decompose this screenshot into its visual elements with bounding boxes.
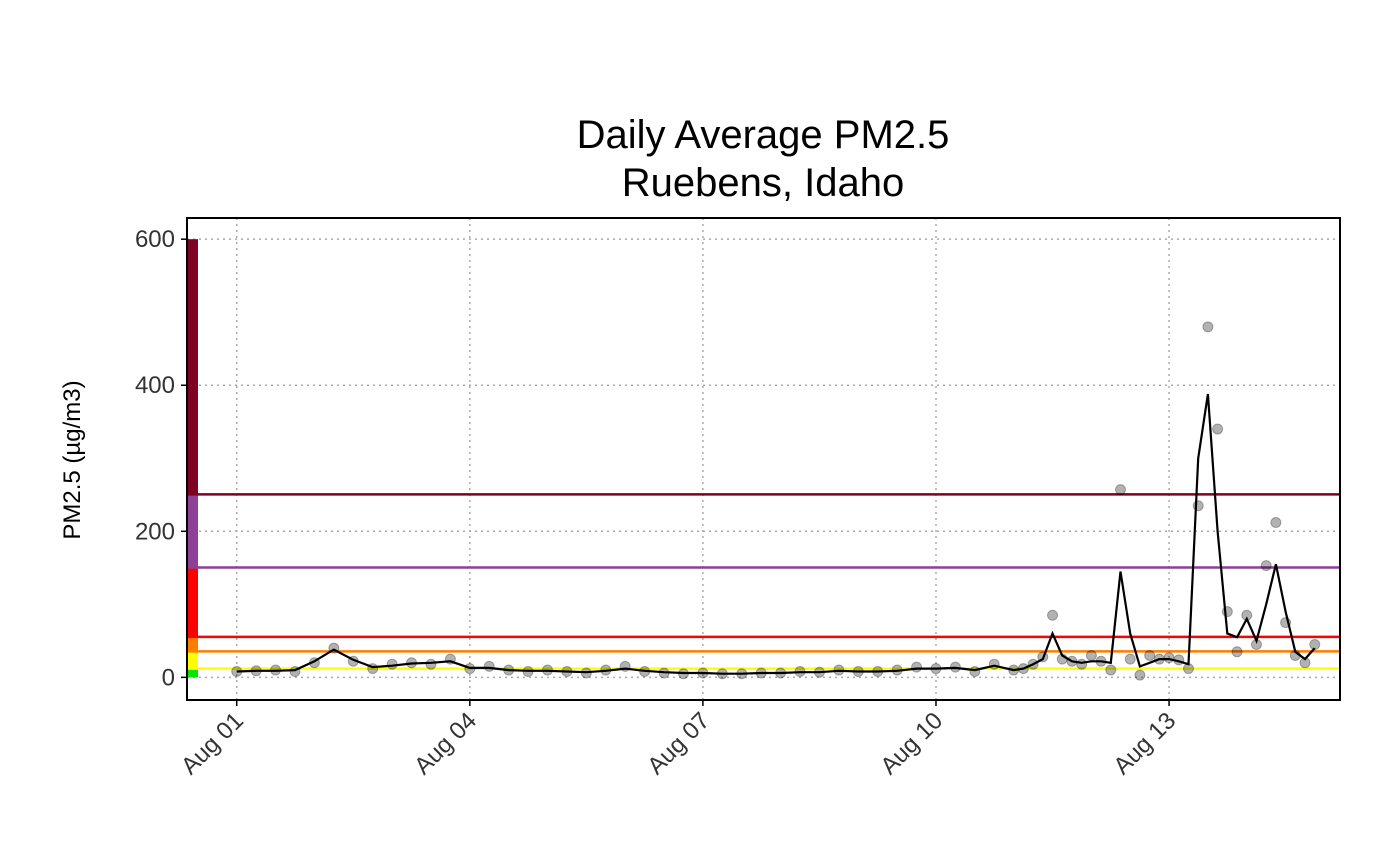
aqi-band	[187, 239, 198, 495]
data-point	[1144, 649, 1156, 661]
data-point	[1076, 658, 1088, 670]
data-point	[1134, 669, 1146, 681]
data-point	[1047, 609, 1059, 621]
data-point	[1231, 646, 1243, 658]
data-point	[1212, 423, 1224, 435]
data-point	[969, 666, 981, 678]
data-point	[1105, 664, 1117, 676]
data-point	[1124, 653, 1136, 665]
data-point	[1085, 649, 1097, 661]
aqi-band	[187, 651, 198, 669]
aqi-band	[187, 668, 198, 678]
y-tick-label: 0	[162, 664, 175, 691]
y-tick-label: 200	[135, 518, 175, 545]
trend-line	[236, 393, 1316, 675]
x-tick-label: Aug 10	[875, 707, 948, 780]
chart-title: Daily Average PM2.5	[577, 113, 950, 157]
chart-subtitle: Ruebens, Idaho	[622, 161, 904, 205]
data-point	[1202, 321, 1214, 333]
data-point	[1115, 484, 1127, 496]
data-point	[1260, 560, 1272, 572]
aqi-band	[187, 567, 198, 637]
data-point	[425, 658, 437, 670]
data-point	[911, 661, 923, 673]
x-tick-label: Aug 07	[642, 707, 715, 780]
plot-frame	[186, 217, 1341, 701]
aqi-band	[187, 636, 198, 652]
data-point	[1163, 652, 1175, 664]
data-point	[1309, 638, 1321, 650]
y-tick-label: 600	[135, 226, 175, 253]
data-point	[1270, 517, 1282, 529]
data-point	[988, 658, 1000, 670]
x-tick-label: Aug 04	[409, 707, 482, 780]
aqi-band	[187, 494, 198, 568]
y-tick-label: 400	[135, 372, 175, 399]
x-tick-label: Aug 01	[176, 707, 249, 780]
data-point	[483, 660, 495, 672]
x-tick-label: Aug 13	[1108, 707, 1181, 780]
y-axis-label: PM2.5 (µg/m3)	[59, 380, 86, 539]
